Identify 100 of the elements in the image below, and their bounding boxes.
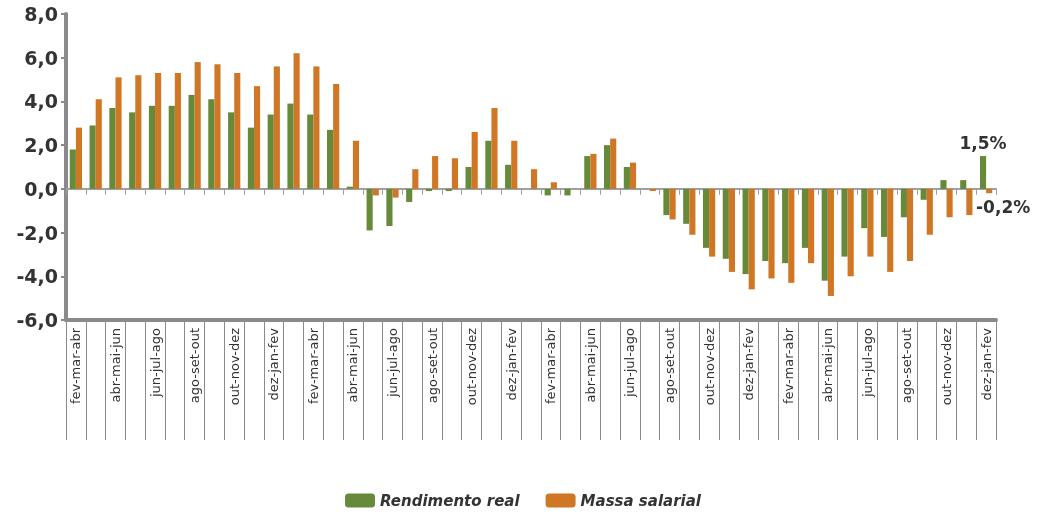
bar: [313, 66, 320, 189]
x-tick-label: ago-set-out: [187, 328, 203, 404]
bar: [273, 66, 280, 189]
bar: [906, 188, 914, 261]
bar: [352, 140, 360, 189]
bar: [821, 188, 828, 281]
bar: [366, 188, 373, 231]
bar: [432, 156, 439, 189]
bar: [544, 188, 551, 196]
bar: [827, 188, 834, 296]
bar: [748, 188, 755, 290]
bar: [722, 188, 729, 259]
bar: [333, 83, 340, 189]
x-tick-label: out-nov-dez: [464, 327, 480, 406]
x-tick-label: fev-mar-abr: [780, 327, 796, 405]
bar: [623, 167, 630, 189]
bar: [900, 188, 907, 218]
bar: [69, 149, 76, 189]
bar: [979, 156, 987, 189]
bar: [307, 114, 314, 189]
x-tick-label: abr-mai-jun: [582, 328, 598, 403]
x-tick-label: fev-mar-abr: [68, 327, 84, 405]
bar: [293, 53, 300, 189]
bar: [148, 105, 156, 189]
bar: [425, 188, 433, 192]
bar: [808, 188, 815, 264]
bar: [386, 188, 393, 227]
bar: [564, 188, 571, 196]
bar: [372, 188, 379, 196]
bar: [511, 140, 518, 189]
bar: [214, 64, 221, 189]
bar: [604, 145, 611, 189]
bar: [649, 188, 656, 192]
bar: [445, 188, 452, 192]
bar: [75, 127, 83, 189]
x-tick-label: ago-set-out: [662, 328, 678, 404]
bar: [346, 186, 353, 189]
bar: [920, 188, 927, 200]
y-tick-label: -6,0: [16, 309, 58, 331]
bar: [881, 188, 888, 237]
x-tick-label: dez-jan-fev: [503, 327, 519, 401]
bar: [709, 188, 716, 257]
bar: [129, 112, 136, 189]
bar: [168, 105, 175, 189]
bar: [234, 73, 241, 189]
x-tick-label: dez-jan-fev: [978, 327, 994, 401]
bar: [267, 114, 274, 189]
x-tick-label: out-nov-dez: [226, 327, 242, 406]
bar: [683, 188, 690, 224]
bar: [194, 62, 201, 189]
data-label: -0,2%: [976, 196, 1031, 217]
y-tick-label: -2,0: [16, 221, 58, 244]
bar: [768, 188, 775, 279]
legend-label: Massa salarial: [580, 491, 702, 510]
bar: [550, 182, 557, 189]
bar: [940, 180, 947, 189]
bar: [702, 188, 710, 248]
bar: [505, 164, 512, 189]
bar: [926, 188, 933, 235]
bar: [663, 188, 670, 216]
bar: [109, 107, 116, 189]
y-tick-label: 8,0: [24, 3, 58, 25]
x-tick-label: abr-mai-jun: [345, 328, 361, 403]
bar: [728, 188, 736, 272]
x-tick-label: abr-mai-jun: [107, 328, 123, 403]
bar: [406, 188, 413, 202]
bar: [412, 169, 419, 189]
x-tick-label: jun-jul-ago: [147, 327, 163, 399]
x-tick-label: out-nov-dez: [701, 327, 717, 406]
bar: [174, 73, 181, 189]
bar: [689, 188, 696, 235]
bar: [155, 73, 162, 189]
data-label: 1,5%: [959, 132, 1007, 153]
y-tick-label: -4,0: [16, 265, 58, 288]
bar: [392, 188, 399, 198]
bar: [471, 132, 478, 189]
x-tick-label: ago-set-out: [424, 328, 440, 404]
y-tick-label: 4,0: [24, 90, 58, 113]
x-tick-label: jun-jul-ago: [384, 327, 400, 399]
y-tick-label: 6,0: [24, 46, 58, 69]
x-tick-label: fev-mar-abr: [305, 327, 321, 405]
x-tick-label: abr-mai-jun: [820, 328, 836, 403]
bar: [742, 188, 749, 275]
bar: [451, 158, 458, 189]
bar: [465, 167, 472, 189]
bar: [610, 138, 617, 189]
bar: [208, 99, 215, 189]
x-tick-label: out-nov-dez: [939, 327, 955, 406]
bar: [228, 112, 235, 189]
bar: [491, 107, 498, 189]
bar: [326, 129, 334, 189]
legend-label: Rendimento real: [380, 491, 521, 510]
x-tick-label: dez-jan-fev: [266, 327, 282, 401]
bar: [590, 153, 597, 189]
bar: [788, 188, 795, 283]
bar: [847, 188, 854, 277]
y-tick-label: 0,0: [24, 177, 58, 200]
bar: [188, 94, 195, 189]
bar: [629, 162, 637, 189]
x-tick-label: fev-mar-abr: [543, 327, 559, 405]
